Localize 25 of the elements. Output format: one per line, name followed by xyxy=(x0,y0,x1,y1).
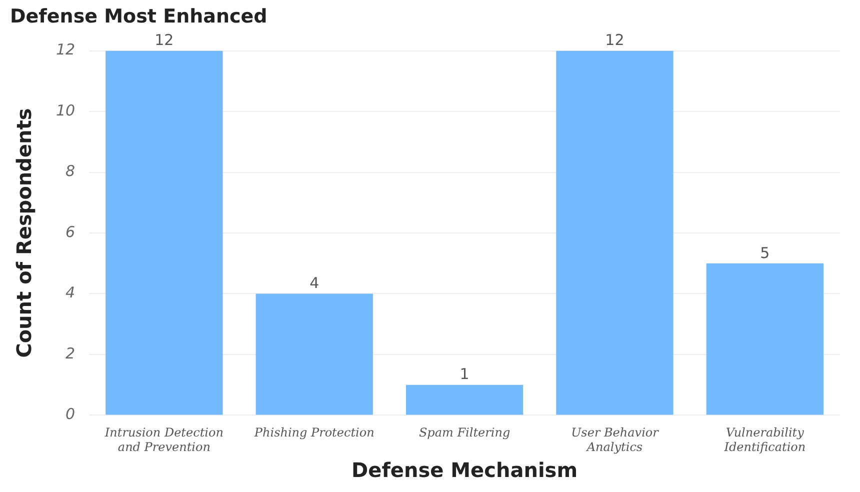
x-tick-label: Vulnerability Identification xyxy=(723,426,806,454)
bar xyxy=(406,384,524,415)
x-tick-label: User Behavior Analytics xyxy=(571,426,660,454)
y-tick-label: 4 xyxy=(66,284,76,302)
y-tick-label: 10 xyxy=(56,101,76,120)
x-tick-label: Spam Filtering xyxy=(418,426,510,440)
y-tick-label: 0 xyxy=(66,405,76,424)
data-label: 5 xyxy=(760,244,770,262)
bar xyxy=(106,50,223,415)
x-axis-title: Defense Mechanism xyxy=(352,458,578,482)
bar xyxy=(256,294,373,415)
y-axis-title: Count of Respondents xyxy=(12,108,36,358)
x-tick-label: Intrusion Detection and Prevention xyxy=(104,426,224,454)
x-tick-label: Phishing Protection xyxy=(253,426,374,440)
bar xyxy=(706,263,824,415)
data-label: 1 xyxy=(460,365,470,384)
data-label: 4 xyxy=(310,274,320,292)
y-tick-label: 6 xyxy=(66,222,76,241)
data-label: 12 xyxy=(605,31,624,50)
data-label: 12 xyxy=(154,31,174,50)
y-tick-label: 2 xyxy=(66,344,76,362)
y-tick-label: 8 xyxy=(66,162,76,180)
bar xyxy=(556,50,674,415)
chart-title: Defense Most Enhanced xyxy=(10,5,268,28)
y-tick-label: 12 xyxy=(56,40,76,59)
